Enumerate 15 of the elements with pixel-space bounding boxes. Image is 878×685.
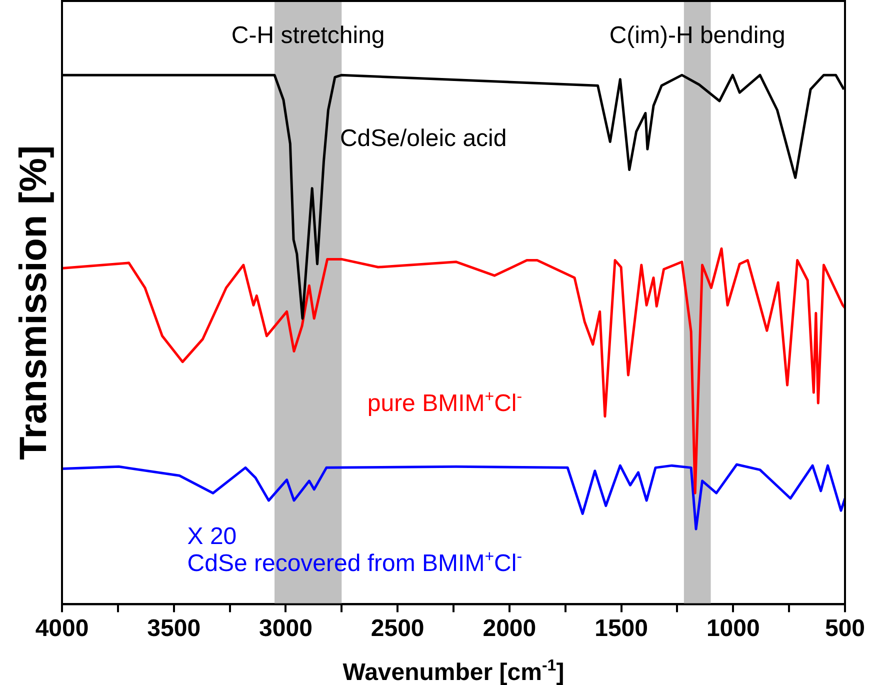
- x-tick-label: 4000: [35, 615, 89, 642]
- x-tick-label: 3500: [147, 615, 201, 642]
- band-label: C(im)-H bending: [609, 22, 786, 49]
- text: CdSe recovered from BMIM+Cl-: [187, 548, 522, 578]
- band-label: C-H stretching: [231, 22, 385, 49]
- y-axis-title: Transmission [%]: [13, 145, 55, 460]
- series-label: CdSe/oleic acid: [340, 124, 507, 152]
- text: pure BMIM+Cl-: [367, 388, 522, 418]
- annotation: X 20: [187, 522, 237, 550]
- x-tick-label: 1500: [594, 615, 648, 642]
- x-tick-label: 500: [824, 615, 866, 642]
- x-tick-label: 1000: [706, 615, 760, 642]
- x-tick-label: 3000: [259, 615, 312, 642]
- x-tick-label: 2000: [482, 615, 536, 642]
- x-tick-label: 2500: [370, 615, 424, 642]
